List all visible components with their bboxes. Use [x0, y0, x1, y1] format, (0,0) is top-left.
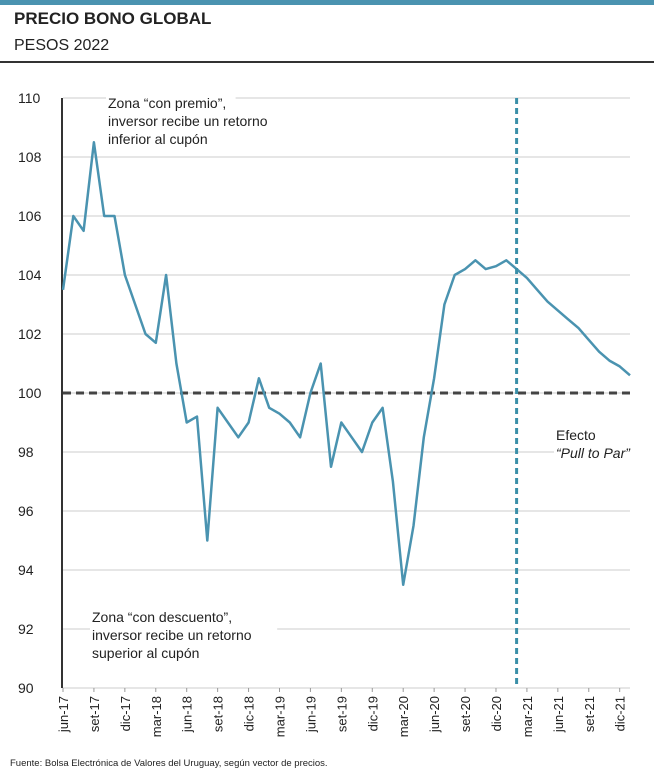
y-tick-label: 106: [18, 208, 42, 224]
source: Fuente: Bolsa Electrónica de Valores del…: [10, 758, 328, 769]
y-tick-label: 102: [18, 326, 42, 342]
annotation: inversor recibe un retorno: [92, 627, 252, 643]
annotation-bg: [554, 444, 648, 462]
chart-title: PRECIO BONO GLOBAL: [14, 9, 211, 28]
x-tick-label: dic-19: [365, 696, 380, 731]
x-tick-label: set-21: [582, 696, 597, 732]
annotation: inferior al cupón: [108, 131, 208, 147]
y-tick-label: 108: [18, 149, 42, 165]
annotation: Efecto: [556, 427, 596, 443]
annotation-bg: [106, 112, 294, 130]
x-tick-label: set-18: [211, 696, 226, 732]
annotation: inversor recibe un retorno: [108, 113, 268, 129]
x-tick-label: jun-18: [180, 696, 195, 733]
x-tick-label: mar-19: [272, 696, 287, 737]
y-tick-label: 94: [18, 562, 34, 578]
chart-subtitle: PESOS 2022: [14, 37, 109, 54]
annotation-bg: [554, 426, 598, 444]
x-tick-label: mar-21: [520, 696, 535, 737]
x-tick-label: set-17: [87, 696, 102, 732]
annotation: superior al cupón: [92, 645, 199, 661]
y-tick-label: 104: [18, 267, 42, 283]
annotation: Zona “con premio”,: [108, 95, 226, 111]
annotation-bg: [90, 608, 242, 626]
y-tick-label: 90: [18, 680, 34, 696]
y-tick-label: 100: [18, 385, 42, 401]
x-tick-label: jun-21: [551, 696, 566, 733]
x-tick-label: set-20: [458, 696, 473, 732]
y-tick-label: 110: [18, 90, 41, 106]
x-tick-label: jun-20: [427, 696, 442, 733]
annotation: Zona “con descuento”,: [92, 609, 232, 625]
y-tick-label: 96: [18, 503, 34, 519]
annotation-bg: [106, 94, 236, 112]
y-tick-label: 98: [18, 444, 34, 460]
price-line: [61, 141, 631, 587]
annotation-bg: [90, 626, 278, 644]
x-tick-label: mar-20: [396, 696, 411, 737]
annotation: “Pull to Par”: [556, 445, 631, 461]
x-tick-label: dic-17: [118, 696, 133, 731]
annotation-bg: [90, 644, 213, 662]
y-tick-label: 92: [18, 621, 34, 637]
x-tick-label: jun-19: [303, 696, 318, 733]
x-tick-label: dic-18: [242, 696, 257, 731]
top-bar: [0, 0, 654, 5]
x-tick-label: dic-20: [489, 696, 504, 731]
x-tick-label: dic-21: [613, 696, 628, 731]
x-tick-label: set-19: [334, 696, 349, 732]
annotation-bg: [106, 130, 229, 148]
x-tick-label: jun-17: [56, 696, 71, 733]
header-rule: [0, 61, 654, 63]
x-tick-label: mar-18: [149, 696, 164, 737]
